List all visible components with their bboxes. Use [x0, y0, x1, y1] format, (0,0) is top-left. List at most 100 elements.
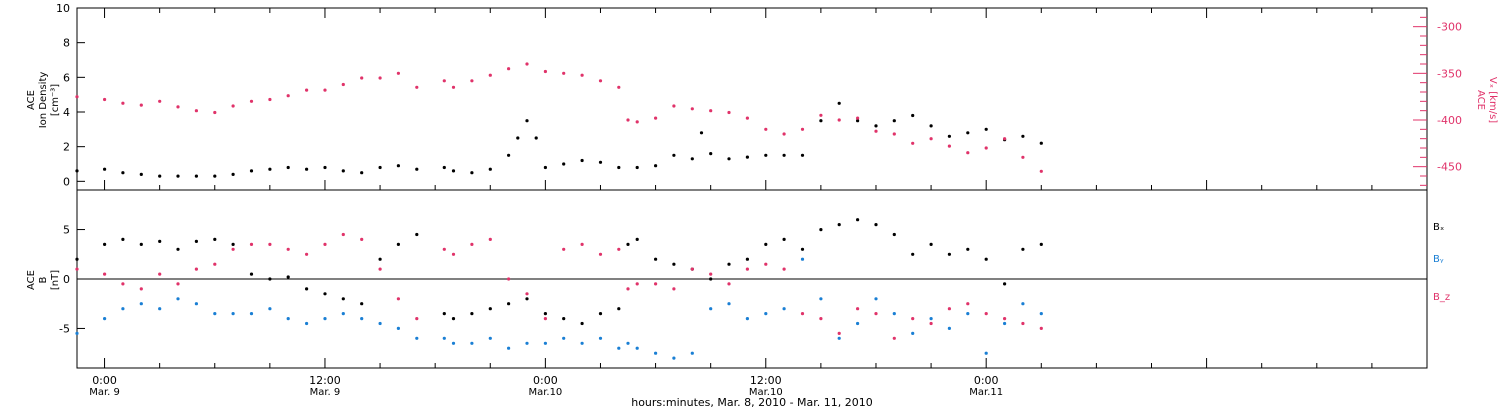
vx-point	[1021, 155, 1025, 159]
vx-point	[892, 132, 896, 136]
by-point	[286, 317, 290, 321]
density-point	[800, 153, 805, 157]
bz-point	[305, 252, 309, 256]
bz-point	[617, 247, 621, 251]
bx-point	[360, 302, 364, 306]
vx-point	[158, 99, 162, 103]
x-tick-date: Mar. 9	[89, 387, 120, 398]
vx-tick-label: -300	[1437, 21, 1462, 34]
by-point	[415, 336, 419, 340]
top-panel: 0 2 4 6 8 10 -300 -350 -400 -450 ACE Ion Density…	[26, 2, 1498, 191]
density-point	[415, 167, 419, 171]
vx-axis-title-line1: ACE	[1475, 90, 1486, 110]
density-point	[323, 165, 327, 170]
x-axis-title: hours:minutes, Mar. 8, 2010 - Mar. 11, 2…	[631, 396, 873, 409]
vx-point	[415, 85, 419, 89]
bx-point	[984, 257, 988, 261]
density-point	[158, 174, 162, 178]
vx-point	[139, 103, 143, 107]
bz-point	[213, 262, 217, 266]
by-point	[782, 307, 786, 311]
by-point	[249, 312, 254, 316]
vx-point	[580, 73, 584, 77]
density-tick-label: 2	[63, 141, 70, 154]
density-point	[268, 167, 272, 171]
by-point	[268, 307, 272, 311]
top-left-axis: 0 2 4 6 8 10	[56, 2, 85, 188]
bx-point	[1021, 247, 1025, 251]
bz-point	[764, 262, 768, 266]
by-point	[947, 326, 952, 330]
by-point	[396, 326, 400, 330]
bx-point	[470, 312, 474, 316]
x-tick-date: Mar.10	[528, 387, 562, 398]
bx-point	[782, 237, 786, 241]
vx-axis-title-line2: Vₓ [km/s]	[1487, 77, 1498, 123]
bz-point	[690, 267, 694, 271]
x-tick-time: 0:00	[974, 374, 999, 387]
by-point	[231, 312, 235, 316]
density-point	[396, 164, 400, 168]
vx-point	[451, 85, 456, 89]
by-point	[654, 351, 658, 355]
by-point	[323, 317, 327, 321]
bx-point	[617, 307, 621, 311]
by-point	[360, 317, 364, 321]
density-point	[121, 171, 125, 175]
bz-point	[837, 331, 841, 335]
bz-point	[654, 282, 658, 286]
vx-point	[1039, 169, 1043, 173]
by-point	[856, 321, 860, 326]
density-point	[213, 174, 217, 178]
by-point	[121, 307, 125, 311]
bz-point	[176, 282, 180, 286]
density-point	[699, 131, 704, 135]
vx-point	[442, 79, 446, 83]
by-point	[1021, 302, 1025, 306]
density-point	[341, 169, 345, 173]
density-point	[837, 101, 841, 105]
density-point	[709, 152, 713, 156]
by-point	[929, 317, 933, 321]
vx-point	[727, 110, 731, 115]
bz-point	[451, 252, 456, 256]
density-point	[782, 153, 786, 157]
bz-point	[947, 307, 952, 311]
bx-point	[562, 317, 566, 321]
vx-point	[249, 99, 254, 103]
density-tick-label: 0	[63, 175, 70, 188]
vx-point	[323, 88, 327, 92]
legend-by: Bᵧ	[1433, 254, 1444, 265]
vx-point	[194, 109, 198, 113]
b-tick-label: -5	[59, 322, 70, 335]
vx-point	[911, 141, 915, 145]
bx-point	[378, 257, 382, 261]
bx-point	[103, 242, 107, 246]
vx-point	[396, 71, 400, 75]
density-point	[617, 165, 621, 170]
vx-point	[268, 97, 272, 102]
x-tick-date: Mar.10	[749, 387, 783, 398]
bx-point	[1003, 282, 1007, 286]
bz-point	[268, 242, 272, 246]
by-point	[635, 346, 639, 350]
density-point	[249, 169, 254, 173]
bx-point	[635, 237, 639, 241]
bx-point	[415, 232, 419, 237]
vx-point	[819, 113, 823, 117]
by-point	[470, 341, 474, 345]
bx-point	[626, 242, 630, 246]
vx-point	[378, 76, 382, 80]
density-point	[562, 162, 566, 166]
vx-point	[488, 73, 492, 77]
top-right-axis: -300 -350 -400 -450	[1413, 16, 1462, 186]
bz-point	[158, 272, 162, 276]
bz-point	[525, 292, 529, 296]
density-point	[286, 165, 290, 170]
density-point	[635, 165, 639, 170]
density-point	[727, 157, 731, 161]
density-point	[231, 172, 235, 176]
bz-point	[782, 267, 786, 271]
